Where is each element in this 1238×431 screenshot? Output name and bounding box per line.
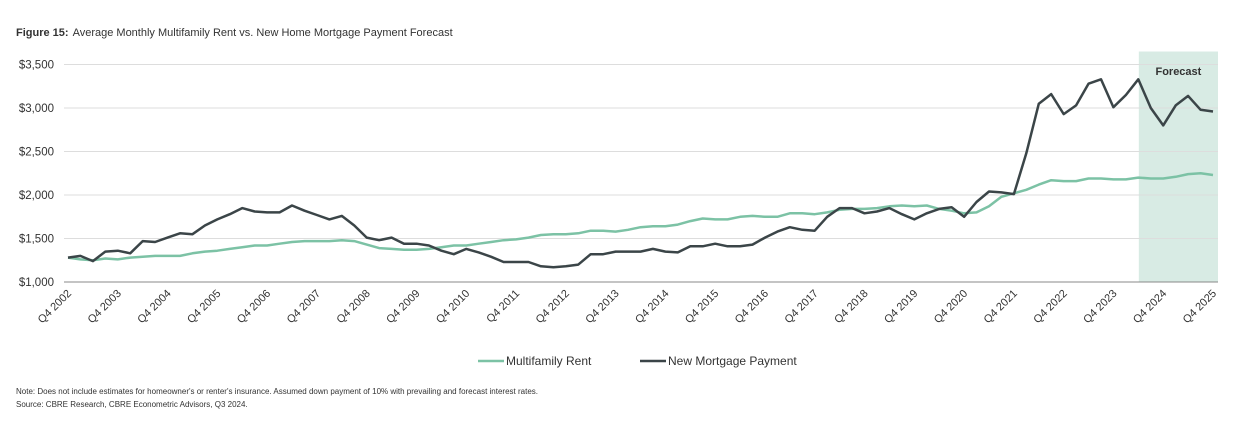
y-tick-label: $3,500 — [19, 60, 54, 72]
legend-label: Multifamily Rent — [506, 354, 592, 368]
y-tick-label: $1,500 — [19, 234, 54, 246]
y-tick-label: $1,000 — [19, 277, 54, 289]
x-tick-label: Q4 2002 — [36, 288, 74, 326]
x-tick-label: Q4 2010 — [434, 288, 472, 326]
note: Note: Does not include estimates for hom… — [16, 387, 538, 396]
x-tick-label: Q4 2006 — [235, 288, 273, 326]
line-series — [67, 78, 1214, 269]
chart-title: Average Monthly Multifamily Rent vs. New… — [73, 27, 453, 39]
x-tick-label: Q4 2013 — [583, 288, 621, 326]
x-tick-label: Q4 2016 — [733, 288, 771, 326]
y-tick-label: $2,000 — [19, 190, 54, 202]
note: Source: CBRE Research, CBRE Econometric … — [16, 400, 248, 409]
x-tick-label: Q4 2021 — [982, 288, 1020, 326]
x-tick-label: Q4 2011 — [484, 288, 522, 326]
x-tick-label: Q4 2020 — [932, 288, 970, 326]
x-tick-label: Q4 2018 — [832, 288, 870, 326]
x-tick-label: Q4 2003 — [86, 288, 124, 326]
legend-label: New Mortgage Payment — [668, 354, 797, 368]
x-tick-label: Q4 2014 — [633, 288, 671, 326]
x-tick-label: Q4 2024 — [1131, 288, 1169, 326]
x-tick-label: Q4 2015 — [683, 288, 721, 326]
x-tick-label: Q4 2007 — [285, 288, 323, 326]
x-tick-label: Q4 2017 — [783, 288, 821, 326]
x-tick-label: Q4 2019 — [882, 288, 920, 326]
x-tick-label: Q4 2022 — [1031, 288, 1069, 326]
x-tick-label: Q4 2005 — [185, 288, 223, 326]
forecast-label: Forecast — [1155, 66, 1201, 78]
x-tick-label: Q4 2004 — [135, 288, 173, 326]
x-tick-label: Q4 2012 — [534, 288, 572, 326]
x-tick-label: Q4 2023 — [1081, 288, 1119, 326]
x-tick-label: Q4 2009 — [384, 288, 422, 326]
x-tick-label: Q4 2025 — [1181, 288, 1219, 326]
forecast-band — [1138, 51, 1218, 282]
figure-label: Figure 15: — [16, 27, 69, 39]
y-tick-label: $2,500 — [19, 147, 54, 159]
line-series — [67, 172, 1214, 262]
x-tick-label: Q4 2008 — [334, 288, 372, 326]
y-tick-label: $3,000 — [19, 103, 54, 115]
